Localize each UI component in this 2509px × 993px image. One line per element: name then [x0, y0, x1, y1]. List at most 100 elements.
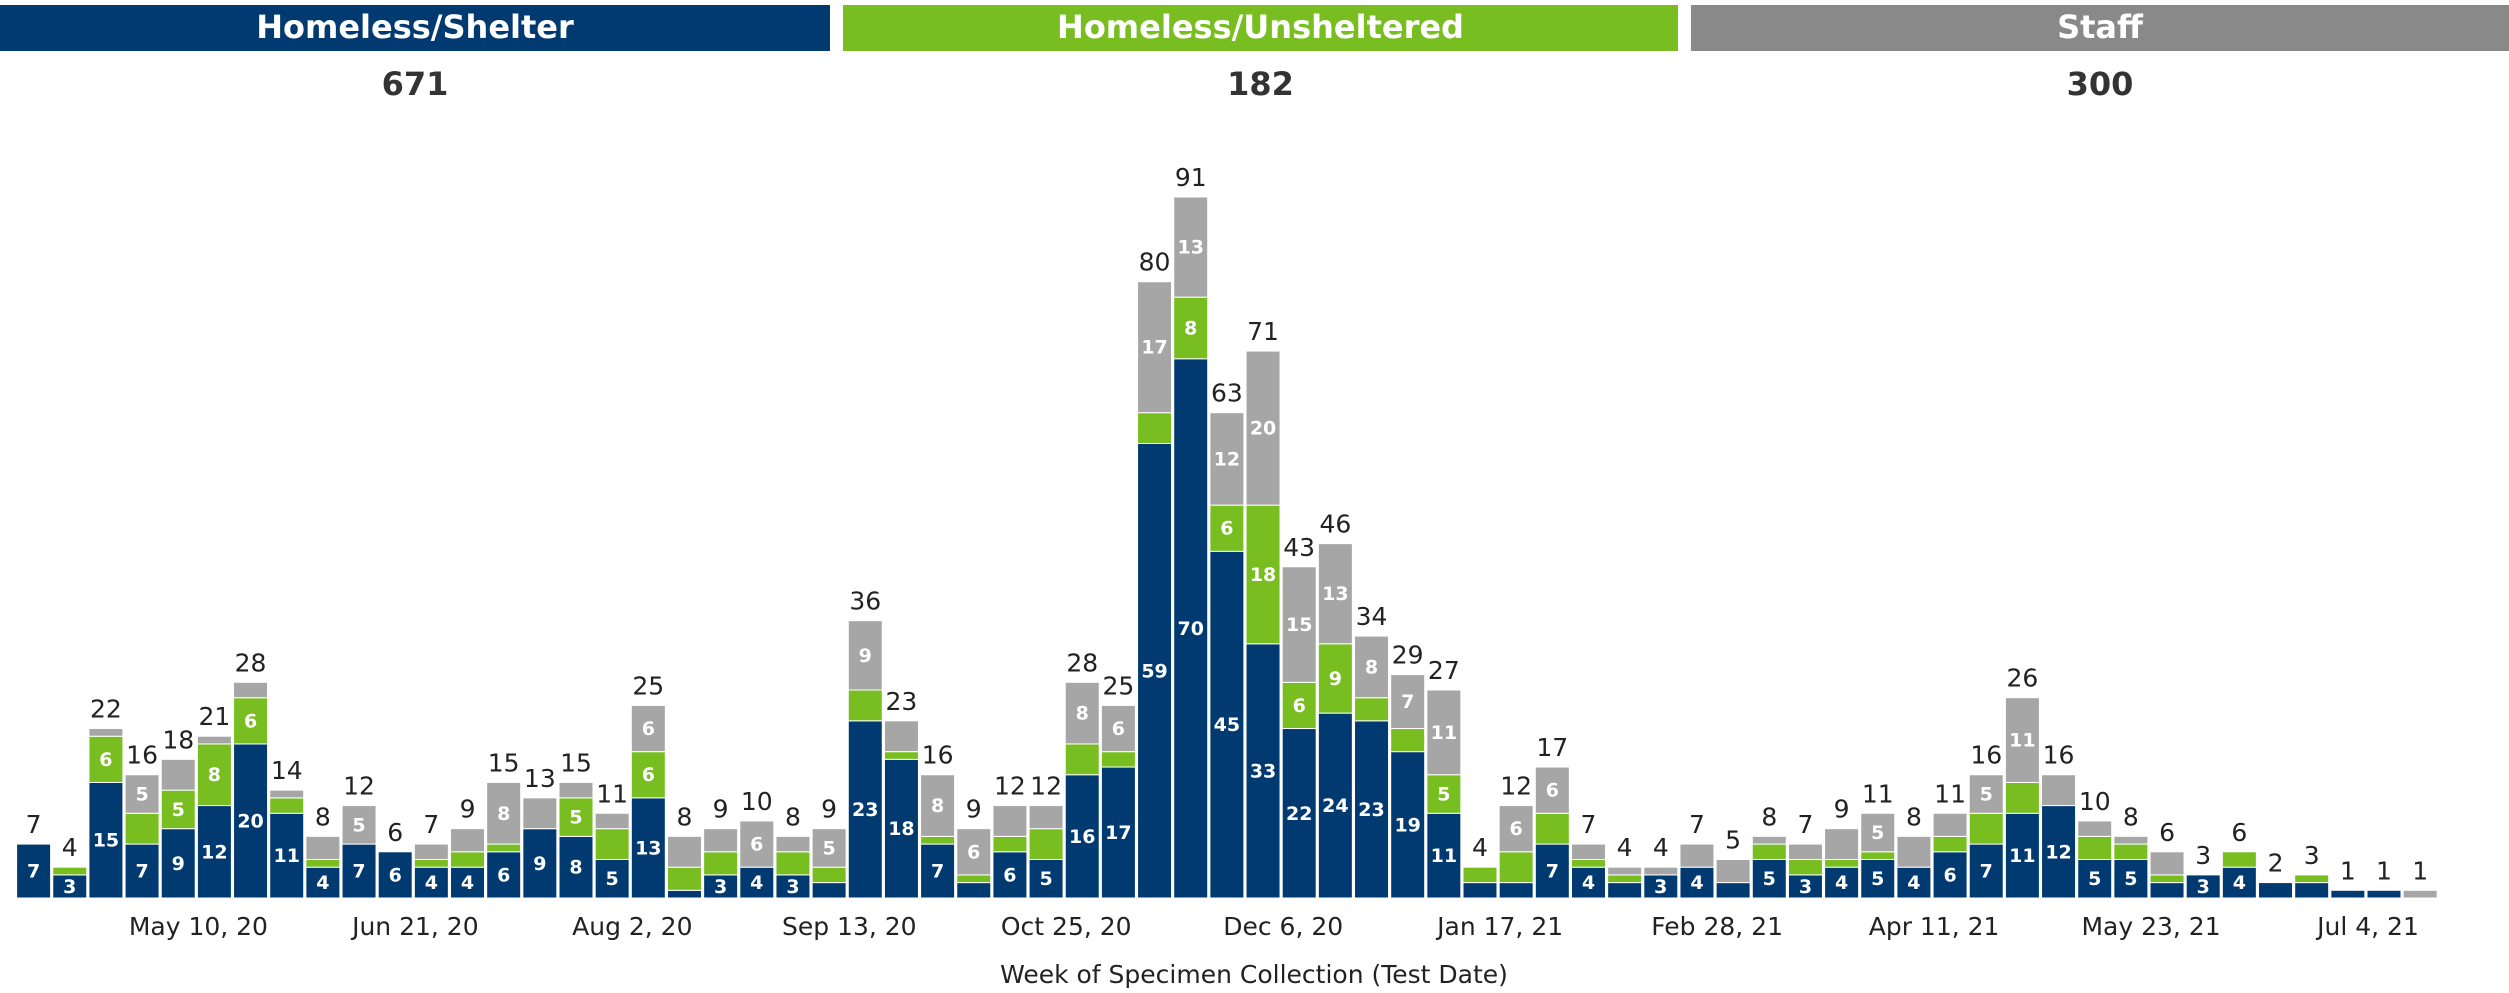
bar-segment — [703, 828, 739, 853]
total-label: 12 — [994, 772, 1026, 801]
segment-label: 13 — [1322, 583, 1348, 605]
bar-segment — [666, 835, 702, 868]
bar-segment — [1281, 566, 1317, 683]
segment-label: 4 — [425, 872, 438, 894]
bar-segment — [1281, 681, 1317, 730]
bar-segment — [956, 874, 992, 884]
segment-label: 70 — [1177, 618, 1203, 640]
bar-segment — [1932, 851, 1968, 899]
segment-label: 8 — [497, 803, 510, 825]
segment-label: 12 — [1214, 448, 1240, 470]
bar-segment — [1100, 704, 1136, 753]
bar-segment — [811, 828, 847, 868]
bar-segment — [269, 789, 305, 799]
bar-segment — [1426, 689, 1462, 776]
bar-segment — [2149, 882, 2185, 899]
segment-label: 9 — [1329, 668, 1342, 690]
bar-segment — [1896, 835, 1932, 868]
bar-segment — [2077, 858, 2113, 899]
bar-segment — [124, 774, 160, 814]
total-label: 1 — [2376, 856, 2392, 885]
segment-label: 4 — [1582, 872, 1595, 894]
bar-segment — [52, 866, 88, 876]
bar-segment — [2149, 851, 2185, 876]
total-label: 10 — [2079, 787, 2111, 816]
segment-label: 19 — [1394, 814, 1420, 836]
segment-label: 11 — [1431, 845, 1457, 867]
segment-label: 6 — [389, 864, 402, 886]
bar-segment — [16, 843, 52, 899]
bar-segment — [196, 735, 232, 745]
x-tick-label: Oct 25, 20 — [1001, 912, 1132, 941]
bar-segment — [1968, 812, 2004, 845]
bar-segment — [1390, 728, 1426, 753]
total-label: 6 — [387, 818, 403, 847]
segment-label: 6 — [1293, 695, 1306, 717]
bar-segment — [450, 851, 486, 868]
bar-segment — [1100, 751, 1136, 768]
bar-segment — [1498, 882, 1534, 899]
total-label: 22 — [90, 695, 122, 724]
segment-label: 5 — [606, 868, 619, 890]
total-label: 12 — [1500, 772, 1532, 801]
segment-label: 8 — [1184, 317, 1197, 339]
total-label: 25 — [632, 671, 664, 700]
bar-segment — [558, 781, 594, 799]
bar-segment — [739, 866, 775, 899]
total-label: 3 — [2195, 841, 2211, 870]
bar-segment — [811, 866, 847, 884]
segment-label: 5 — [569, 807, 582, 829]
segment-label: 11 — [273, 845, 299, 867]
bar-segment — [1426, 812, 1462, 899]
bar-segment — [522, 797, 558, 830]
bar-segment — [1570, 866, 1606, 899]
bar-segment — [594, 858, 630, 899]
segment-label: 7 — [352, 861, 365, 883]
segment-label: 17 — [1105, 822, 1131, 844]
bar-segment — [1751, 843, 1787, 860]
segment-label: 5 — [1871, 822, 1884, 844]
bar-segment — [269, 812, 305, 899]
bar-segment — [486, 851, 522, 899]
segment-label: 5 — [2088, 868, 2101, 890]
total-label: 34 — [1356, 602, 1388, 631]
bar-segment — [811, 882, 847, 899]
bar-segment — [1209, 504, 1245, 552]
segment-label: 9 — [533, 853, 546, 875]
header-box — [843, 5, 1678, 51]
total-label: 11 — [596, 779, 628, 808]
segment-label: 5 — [823, 837, 836, 859]
bar-segment — [1137, 281, 1173, 414]
x-tick-label: Aug 2, 20 — [572, 912, 692, 941]
x-tick-label: May 10, 20 — [129, 912, 268, 941]
total-label: 7 — [1689, 810, 1705, 839]
segment-label: 20 — [1250, 418, 1276, 440]
bar-segment — [920, 843, 956, 899]
bar-segment — [233, 681, 269, 699]
x-tick-label: Apr 11, 21 — [1869, 912, 2000, 941]
segment-label: 5 — [1763, 868, 1776, 890]
bar-segment — [1209, 550, 1245, 899]
segment-label: 59 — [1141, 660, 1167, 682]
bar-segment — [413, 866, 449, 899]
total-label: 36 — [849, 587, 881, 616]
total-label: 9 — [966, 795, 982, 824]
total-label: 23 — [886, 687, 918, 716]
total-label: 46 — [1319, 510, 1351, 539]
total-label: 15 — [488, 748, 520, 777]
bar-segment — [1607, 874, 1643, 884]
bar-segment — [413, 858, 449, 868]
segment-label: 4 — [461, 872, 474, 894]
segment-label: 16 — [1069, 826, 1095, 848]
total-label: 43 — [1283, 533, 1315, 562]
bar-segment — [1426, 774, 1462, 814]
bar-segment — [1317, 643, 1353, 714]
x-tick-label: Sep 13, 20 — [782, 912, 917, 941]
segment-label: 4 — [316, 872, 329, 894]
segment-label: 6 — [1546, 780, 1559, 802]
segment-label: 3 — [63, 876, 76, 898]
bar-segment — [1209, 412, 1245, 506]
bar-segment — [1860, 812, 1896, 853]
segment-label: 6 — [967, 841, 980, 863]
bar-segment — [2113, 858, 2149, 899]
